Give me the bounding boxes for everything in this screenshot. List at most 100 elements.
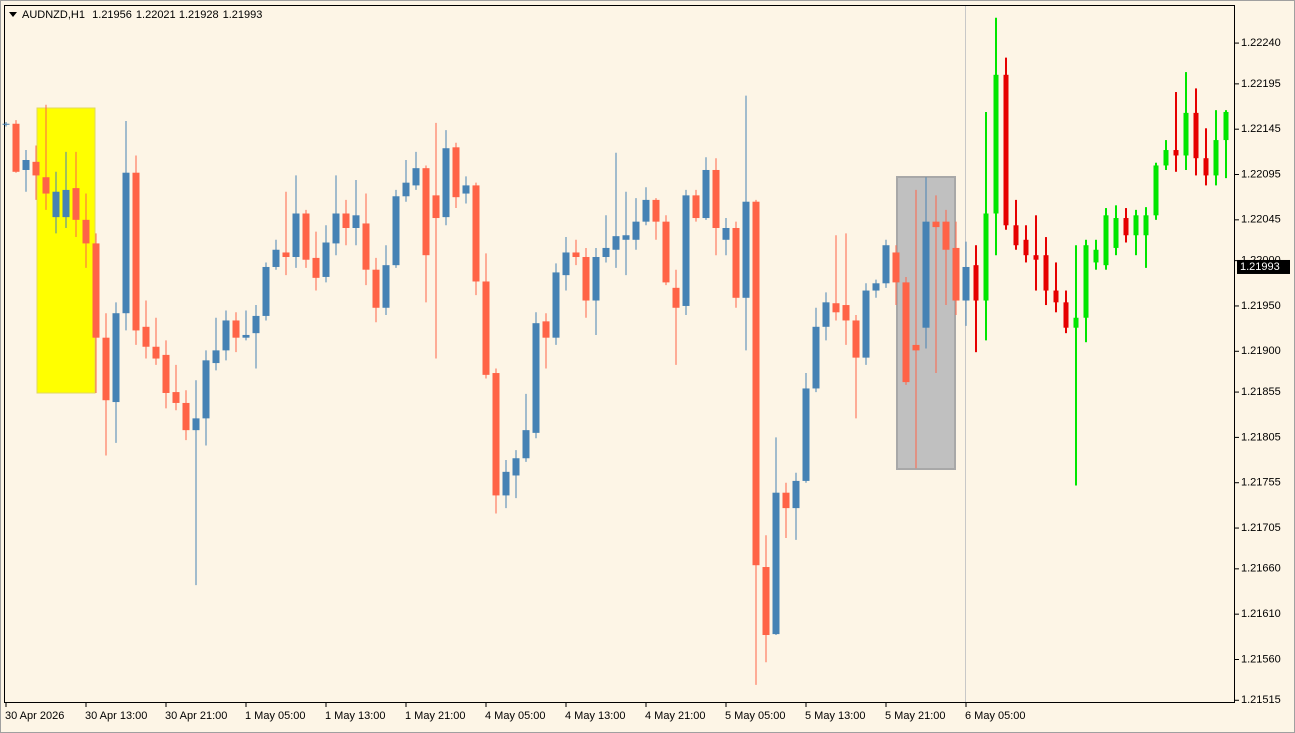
candles	[2, 17, 1229, 685]
candle-body	[1003, 74, 1009, 226]
x-tick-label: 1 May 05:00	[245, 710, 306, 722]
x-tick-label: 1 May 21:00	[405, 710, 466, 722]
candle-body	[362, 223, 370, 270]
candle-body	[1213, 140, 1219, 176]
candle-body	[542, 321, 550, 338]
candle-body	[662, 221, 670, 283]
candle-body	[1183, 112, 1189, 156]
candle-body	[402, 182, 410, 197]
candle-body	[742, 201, 750, 298]
candle-body	[292, 213, 300, 258]
candle-body	[922, 221, 930, 328]
candle-body	[1143, 215, 1149, 236]
candle-body	[22, 160, 30, 170]
candle-body	[2, 123, 10, 125]
candle-body	[442, 148, 450, 218]
candle-body	[532, 323, 540, 433]
candle-body	[352, 215, 360, 228]
y-tick-label: 1.21610	[1241, 608, 1281, 620]
candle-body	[382, 265, 390, 308]
candle-body	[222, 320, 230, 351]
price-label: 1.21993	[1240, 261, 1280, 273]
candle-body	[1193, 112, 1199, 159]
candle-body	[932, 221, 940, 228]
candle-body	[682, 195, 690, 306]
candle-body	[212, 350, 220, 364]
menu-arrow[interactable]	[9, 12, 17, 17]
candle-body	[92, 243, 100, 338]
header-high: 1.22021	[136, 9, 176, 21]
candle-body	[62, 189, 70, 218]
candle-body	[882, 245, 890, 284]
candle-body	[672, 287, 680, 308]
candle-body	[952, 247, 960, 301]
candle-body	[842, 305, 850, 321]
candle-body	[712, 169, 720, 228]
y-tick-label: 1.21705	[1241, 522, 1281, 534]
y-tick-label: 1.21805	[1241, 431, 1281, 443]
header-open: 1.21956	[92, 9, 132, 21]
candle-body	[782, 492, 790, 509]
candle-body	[993, 74, 999, 214]
candle-body	[512, 458, 520, 476]
candle-body	[12, 123, 20, 172]
candle-body	[102, 337, 110, 401]
candle-body	[302, 213, 310, 260]
candle-body	[983, 213, 989, 301]
candle-body	[652, 199, 660, 222]
candle-body	[282, 252, 290, 258]
candle-body	[232, 320, 240, 338]
price-label-box	[1237, 259, 1290, 274]
candle-body	[242, 334, 250, 338]
candle-body	[182, 402, 190, 431]
candle-body	[72, 188, 80, 220]
candle-body	[452, 147, 460, 198]
candle-body	[372, 269, 380, 308]
candle-body	[142, 326, 150, 347]
x-tick-label: 5 May 13:00	[805, 710, 866, 722]
candle-body	[132, 172, 140, 331]
x-tick-label: 4 May 13:00	[565, 710, 626, 722]
y-tick-label: 1.21755	[1241, 477, 1281, 489]
candle-body	[342, 213, 350, 228]
candle-body	[592, 257, 600, 301]
candle-body	[942, 221, 950, 250]
candle-body	[462, 185, 470, 194]
candle-body	[162, 354, 170, 393]
y-tick-label: 1.21855	[1241, 386, 1281, 398]
x-tick-label: 4 May 05:00	[485, 710, 546, 722]
candle-body	[1103, 215, 1109, 266]
candle-body	[752, 201, 760, 566]
candle-body	[112, 313, 120, 403]
candle-body	[612, 236, 620, 250]
candle-body	[392, 196, 400, 266]
candle-body	[1063, 302, 1069, 328]
candle-body	[832, 303, 840, 313]
candle-body	[52, 191, 60, 218]
header-low: 1.21928	[179, 9, 219, 21]
candle-body	[912, 344, 920, 351]
candle-body	[122, 172, 130, 314]
candle-body	[862, 290, 870, 358]
candle-body	[472, 185, 480, 282]
x-tick-label: 30 Apr 2026	[5, 710, 64, 722]
candle-body	[962, 266, 970, 301]
candle-body	[502, 471, 510, 496]
candle-body	[432, 195, 440, 219]
plot-area	[4, 5, 1235, 703]
candle-body	[552, 272, 560, 338]
candle-body	[1023, 239, 1029, 256]
candle-body	[562, 252, 570, 276]
candle-body	[1133, 215, 1139, 236]
candle-body	[1173, 150, 1179, 156]
candle-body	[812, 326, 820, 389]
candle-body	[892, 252, 900, 283]
header-close: 1.21993	[223, 9, 263, 21]
candle-body	[852, 320, 860, 358]
candle-body	[32, 161, 40, 176]
candle-body	[582, 257, 590, 301]
candle-body	[1013, 225, 1019, 246]
candle-body	[822, 302, 830, 327]
y-tick-label: 1.21560	[1241, 653, 1281, 665]
